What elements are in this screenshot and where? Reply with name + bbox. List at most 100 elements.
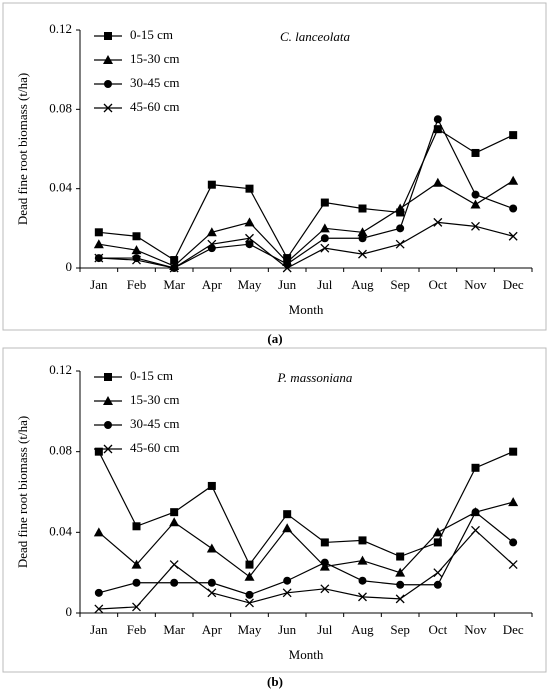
marker [206,227,217,237]
marker [471,148,480,157]
marker [433,125,442,134]
y-tick-label: 0.08 [49,443,72,458]
marker [245,240,254,249]
series-line [98,180,514,267]
marker [320,234,329,243]
marker [509,538,518,547]
marker [358,592,367,602]
marker [94,604,104,614]
legend-label: 15-30 cm [130,392,179,407]
marker [471,508,480,517]
marker [395,239,405,249]
x-tick-label: Jul [317,277,333,292]
marker [93,527,104,537]
x-tick-label: Dec [503,277,524,292]
marker [169,263,179,273]
y-tick-label: 0.04 [49,523,72,538]
x-tick-label: Aug [351,622,374,637]
marker [131,559,142,569]
marker [508,231,518,241]
marker [395,203,406,213]
marker [94,588,103,597]
y-tick-label: 0.04 [49,180,72,195]
marker [358,249,367,259]
caption: (b) [267,674,283,689]
x-tick-label: Nov [464,622,487,637]
marker [395,567,406,577]
marker [207,180,216,189]
marker [358,536,367,545]
marker [508,560,518,570]
marker [207,588,217,598]
marker [432,177,443,187]
marker [103,55,113,64]
marker [104,32,112,40]
marker [320,558,329,567]
marker [509,204,518,213]
panel-frame [2,347,547,673]
series-line [98,128,514,261]
marker [93,239,104,249]
marker [320,538,329,547]
marker [319,223,330,233]
x-tick-label: Feb [127,622,147,637]
y-axis-label: Dead fine root biomass (t/ha) [15,73,30,225]
marker [169,517,180,527]
marker [131,245,142,255]
marker [283,510,292,519]
marker [282,263,292,273]
marker [132,602,141,612]
marker [509,447,518,456]
marker [508,497,519,507]
x-tick-label: Jun [278,622,297,637]
x-tick-label: May [238,277,262,292]
marker [282,588,292,598]
marker [207,481,216,490]
marker [103,103,113,113]
marker [132,232,141,241]
marker [245,560,254,569]
marker [471,190,480,199]
marker [244,571,255,581]
marker [170,508,179,517]
marker [508,175,519,185]
marker [207,239,217,249]
marker [433,568,443,578]
x-tick-label: Mar [163,622,185,637]
marker [103,396,113,405]
marker [244,217,255,227]
marker [433,538,442,547]
marker [282,523,293,533]
marker [432,527,443,537]
marker [94,228,103,237]
y-tick-label: 0.12 [49,21,72,36]
y-tick-label: 0 [66,259,73,274]
marker [132,578,141,587]
y-axis-label: Dead fine root biomass (t/ha) [15,416,30,568]
marker [433,580,442,589]
marker [433,115,442,124]
chart-title: C. lanceolata [280,29,351,44]
marker [170,578,179,587]
marker [245,590,254,599]
panel-frame [2,2,547,331]
marker [94,253,104,263]
marker [471,221,480,231]
x-tick-label: Nov [464,277,487,292]
x-tick-label: Sep [390,277,410,292]
marker [283,576,292,585]
x-tick-label: Oct [428,622,447,637]
marker [104,373,112,381]
marker [320,243,330,253]
marker [132,522,141,531]
marker [357,555,368,565]
marker [245,233,254,243]
x-tick-label: Oct [428,277,447,292]
x-axis-label: Month [289,302,324,317]
marker [358,234,367,243]
series-line [98,529,514,610]
marker [206,543,217,553]
marker [245,598,254,608]
y-tick-label: 0 [66,604,73,619]
x-tick-label: Jul [317,622,333,637]
